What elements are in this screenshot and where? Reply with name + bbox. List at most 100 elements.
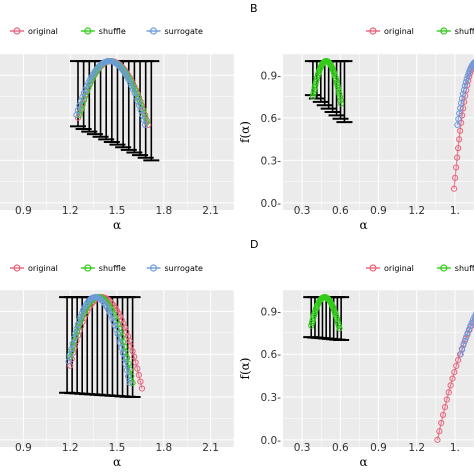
data-point [453, 362, 460, 370]
data-point [335, 87, 342, 94]
data-point [436, 428, 443, 435]
x-tick-label: 1.2 [62, 205, 79, 217]
y-tick-label: 0.3- [261, 392, 282, 404]
y-tick-label: 0.6- [261, 113, 282, 125]
data-point [434, 436, 441, 443]
x-tick-label: 0.3 [294, 205, 311, 217]
data-point [450, 185, 458, 192]
legend-key-point [13, 264, 21, 272]
data-point [131, 90, 138, 97]
y-tick-label: 0.0- [261, 198, 282, 210]
legend-key-point [84, 264, 92, 272]
series-shuffle [309, 57, 345, 107]
legend-item-original: original [366, 264, 414, 273]
legend-key-point [13, 27, 21, 35]
data-point [454, 154, 461, 161]
data-point [454, 121, 461, 129]
legend-key-point [84, 27, 92, 35]
data-point [449, 375, 456, 382]
data-point [92, 66, 99, 74]
x-tick-label: 1.2 [408, 442, 425, 454]
data-point [68, 346, 75, 353]
data-point [129, 379, 136, 386]
panel-label: B [250, 2, 258, 15]
legend-item-original: original [366, 27, 414, 36]
data-point [116, 63, 123, 70]
data-point [335, 322, 342, 330]
data-point [452, 164, 460, 171]
x-tick-label: 1.8 [155, 442, 172, 454]
data-point [459, 90, 467, 98]
y-tick-label: 0.9- [261, 306, 282, 318]
y-axis-label: f(α) [238, 358, 252, 380]
data-point [132, 359, 139, 366]
data-point [77, 98, 85, 105]
data-point [439, 411, 447, 418]
x-tick-label: 1.8 [155, 205, 172, 217]
legend-label: surrogate [165, 27, 204, 36]
legend: original shuffle surrogate [10, 27, 203, 36]
series-surrogate [73, 57, 149, 129]
data-point [336, 93, 344, 101]
x-axis-label: α [113, 455, 121, 469]
data-point [310, 90, 317, 97]
data-point [83, 82, 90, 90]
data-point [455, 356, 462, 364]
data-point [129, 348, 136, 355]
data-point [471, 59, 474, 66]
data-point [123, 366, 130, 374]
data-point [460, 342, 467, 349]
data-point [338, 100, 345, 107]
series-surrogate [65, 294, 133, 386]
legend-item-shuffle: shuffle [80, 27, 126, 36]
data-point [82, 86, 89, 93]
series-shuffle [308, 294, 343, 332]
x-axis-label: α [359, 455, 367, 469]
data-point [467, 322, 474, 330]
x-tick-label: 1.5 [109, 442, 126, 454]
x-tick-label: 0.9 [15, 442, 32, 454]
data-point [336, 325, 343, 332]
data-point [461, 337, 468, 345]
data-point [337, 97, 344, 104]
data-point [107, 312, 115, 319]
data-point [110, 318, 117, 325]
data-point [121, 324, 128, 331]
data-point [78, 310, 85, 317]
data-point [118, 65, 125, 72]
data-point [130, 86, 137, 93]
legend-item-surrogate: surrogate [146, 27, 204, 36]
data-point [463, 333, 470, 341]
data-point [109, 315, 116, 322]
plot-area [303, 294, 474, 443]
panel-b: 0.3 0.6 0.9 1.2 1. 0.0- 0.3- 0.6- 0.9- α f(α) Borig… [238, 2, 474, 232]
plot-area [59, 294, 146, 399]
data-point [113, 326, 120, 333]
x-tick-label: 1.2 [408, 205, 425, 217]
legend-item-original: original [10, 27, 58, 36]
y-axis-label: f(α) [238, 121, 252, 143]
panel-label: D [250, 238, 258, 251]
x-tick-label: 0.6 [332, 205, 349, 217]
x-tick-label: 2.1 [202, 442, 219, 454]
data-point [111, 322, 119, 329]
data-point [469, 316, 474, 323]
x-tick-label: 0.9 [15, 205, 32, 217]
data-point [438, 419, 445, 427]
data-point [461, 82, 469, 89]
legend-key-point [440, 264, 448, 272]
data-point [127, 79, 134, 86]
legend-item-shuffle: shuffle [436, 264, 474, 273]
y-tick-label: 0.9- [261, 70, 282, 82]
x-tick-label: 0.3 [294, 442, 311, 454]
y-tick-label: 0.0- [261, 435, 282, 447]
data-point [73, 325, 80, 332]
legend-item-original: original [10, 264, 58, 273]
data-point [133, 93, 140, 101]
legend-key-point [369, 27, 377, 35]
x-tick-label: 0.9 [370, 205, 387, 217]
plot-area [304, 57, 474, 192]
data-point [472, 58, 474, 65]
